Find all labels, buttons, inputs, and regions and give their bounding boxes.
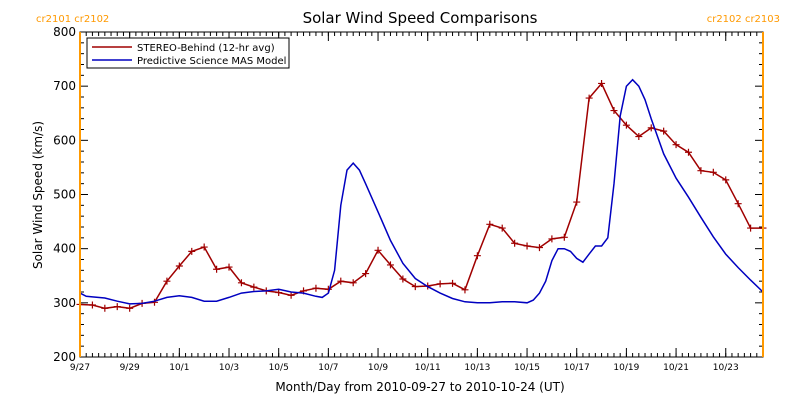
- data-point: [660, 127, 668, 135]
- data-point: [362, 270, 370, 278]
- data-point: [287, 291, 295, 299]
- y-tick-label: 600: [53, 133, 76, 147]
- data-point: [461, 286, 469, 294]
- x-axis-label: Month/Day from 2010-09-27 to 2010-10-24 …: [275, 380, 564, 394]
- x-tick-label: 10/21: [663, 363, 689, 373]
- x-tick-label: 9/29: [120, 363, 140, 373]
- data-point: [250, 283, 258, 291]
- legend-box: [86, 37, 290, 69]
- data-point: [411, 283, 419, 291]
- data-point: [709, 168, 717, 176]
- x-tick-label: 10/23: [713, 363, 739, 373]
- y-tick-label: 800: [53, 25, 76, 39]
- carrington-marker-label: cr2102 cr2103: [707, 14, 780, 25]
- y-tick-label: 500: [53, 188, 76, 202]
- data-point: [188, 247, 196, 255]
- x-tick-label: 10/3: [219, 363, 239, 373]
- data-point: [275, 289, 283, 297]
- plot-frame: [79, 31, 764, 358]
- legend-label-mas-model: Predictive Science MAS Model: [137, 56, 286, 67]
- data-point: [747, 224, 755, 232]
- data-point: [337, 277, 345, 285]
- data-point: [374, 246, 382, 254]
- data-point: [684, 148, 692, 156]
- data-point: [101, 304, 109, 312]
- x-tick-label: 10/7: [318, 363, 338, 373]
- x-tick-label: 10/15: [514, 363, 540, 373]
- x-tick-label: 10/1: [169, 363, 189, 373]
- data-point: [647, 124, 655, 132]
- data-point: [113, 303, 121, 311]
- series-line-stereo: [79, 82, 763, 310]
- y-tick-label: 300: [53, 296, 76, 310]
- data-point: [163, 277, 171, 285]
- data-point: [635, 133, 643, 141]
- data-point: [399, 275, 407, 283]
- data-point: [88, 301, 96, 309]
- series-line-mas-model: [79, 78, 764, 305]
- plot-area: 200 300 400 500 600 700 800 9/27 9/29 10/1 10/3 10/…: [36, 14, 780, 373]
- data-point: [610, 107, 618, 115]
- chart-title: Solar Wind Speed Comparisons: [303, 9, 538, 27]
- x-tick-label: 10/5: [269, 363, 289, 373]
- data-point: [585, 94, 593, 102]
- data-point: [175, 262, 183, 270]
- legend-label-stereo: STEREO-Behind (12-hr avg): [137, 43, 275, 54]
- data-point: [511, 239, 519, 247]
- x-tick-label: 9/27: [70, 363, 90, 373]
- x-tick-label: 10/11: [415, 363, 441, 373]
- data-point: [697, 167, 705, 175]
- data-point: [473, 252, 481, 260]
- data-point: [213, 265, 221, 273]
- data-point: [622, 121, 630, 129]
- data-point: [523, 242, 531, 250]
- data-point: [312, 284, 320, 292]
- data-point: [436, 280, 444, 288]
- data-point: [722, 176, 730, 184]
- data-point: [548, 235, 556, 243]
- data-point: [126, 304, 134, 312]
- data-point: [386, 261, 394, 269]
- data-point: [498, 224, 506, 232]
- data-point: [598, 79, 606, 87]
- x-tick-label: 10/13: [464, 363, 490, 373]
- data-point: [734, 200, 742, 208]
- y-axis-label: Solar Wind Speed (km/s): [31, 121, 45, 269]
- data-point: [672, 141, 680, 149]
- data-point: [486, 220, 494, 228]
- y-tick-label: 400: [53, 242, 76, 256]
- data-point: [200, 243, 208, 251]
- y-tick-label: 700: [53, 79, 76, 93]
- data-point: [237, 279, 245, 287]
- legend: STEREO-Behind (12-hr avg) Predictive Sci…: [86, 37, 290, 69]
- data-point: [225, 263, 233, 271]
- x-tick-label: 10/17: [564, 363, 590, 373]
- x-tick-label: 10/9: [368, 363, 388, 373]
- data-point: [535, 244, 543, 252]
- data-point: [449, 279, 457, 287]
- y-tick-label: 200: [53, 350, 76, 364]
- data-point: [560, 233, 568, 241]
- carrington-marker-label: cr2101 cr2102: [36, 14, 109, 25]
- data-point: [349, 279, 357, 287]
- x-tick-label: 10/19: [613, 363, 639, 373]
- data-point: [573, 198, 581, 206]
